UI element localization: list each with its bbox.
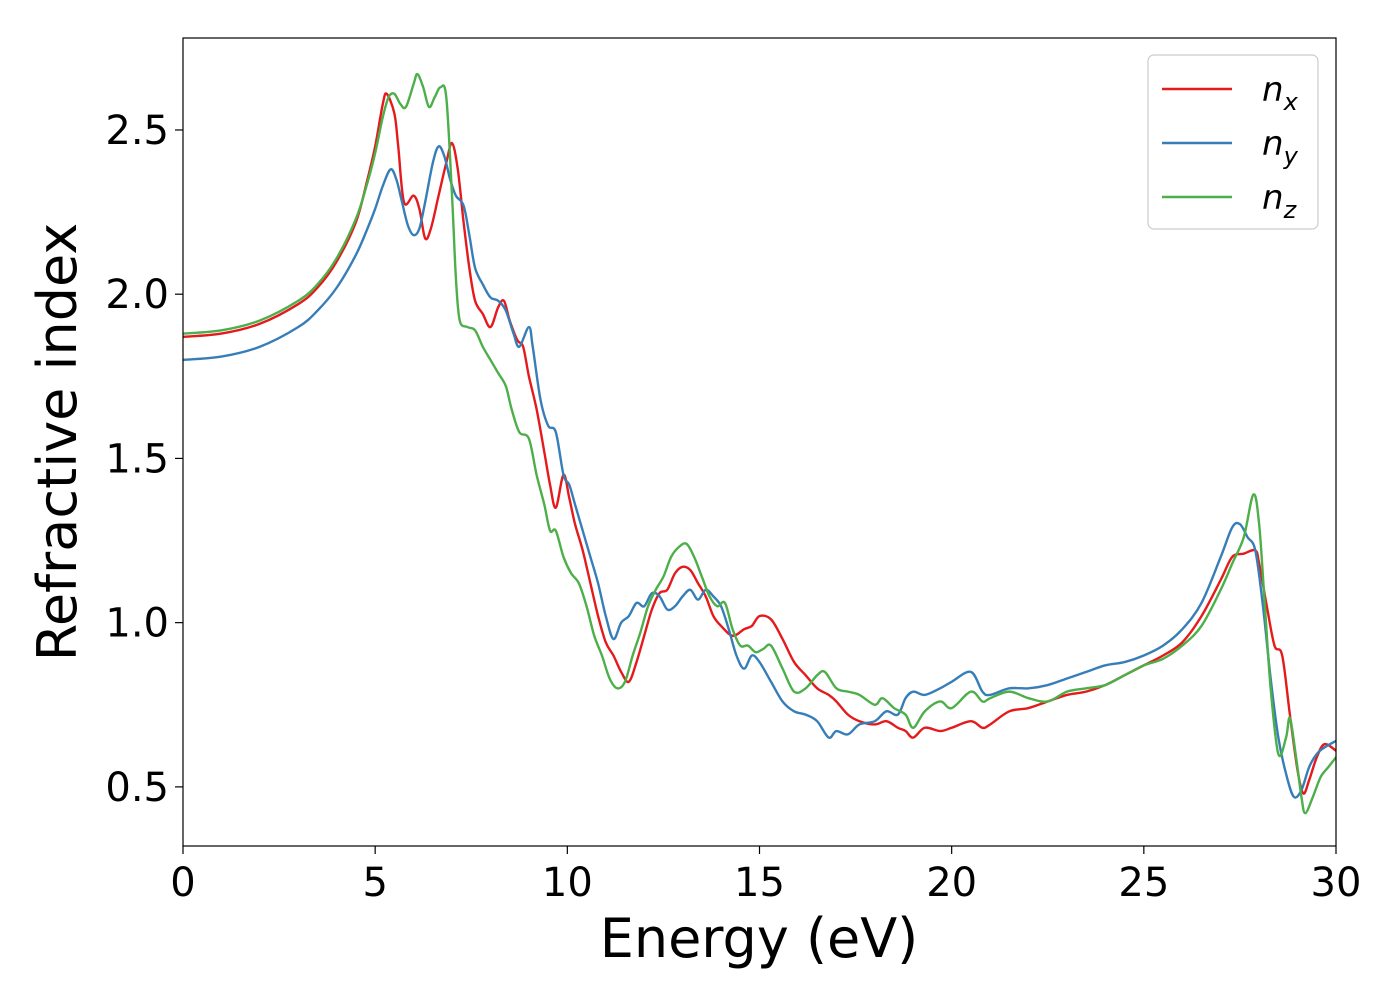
y-tick-label: 2.0 xyxy=(105,272,169,318)
legend-label-nx: nx xyxy=(1262,70,1299,116)
legend: nx ny nz xyxy=(1147,54,1319,230)
y-tick-label: 1.5 xyxy=(105,436,169,482)
y-axis-ticks: 0.5 1.0 1.5 2.0 2.5 xyxy=(105,108,183,811)
x-tick-label: 10 xyxy=(542,860,593,906)
x-tick-label: 0 xyxy=(170,860,195,906)
legend-box xyxy=(1147,54,1319,230)
y-tick-label: 0.5 xyxy=(105,765,169,811)
legend-label-ny: ny xyxy=(1262,124,1299,170)
x-tick-label: 30 xyxy=(1311,860,1362,906)
x-axis-ticks: 0 5 10 15 20 25 30 xyxy=(170,846,1361,906)
x-tick-label: 5 xyxy=(362,860,387,906)
y-tick-label: 2.5 xyxy=(105,108,169,154)
x-tick-label: 20 xyxy=(926,860,977,906)
series-layer xyxy=(183,72,1336,815)
y-axis-label: Refractive index xyxy=(26,223,89,662)
y-tick-label: 1.0 xyxy=(105,601,169,647)
x-axis-label: Energy (eV) xyxy=(600,907,919,970)
x-tick-label: 15 xyxy=(734,860,785,906)
series-line-ny xyxy=(183,145,1336,799)
series-line-nz xyxy=(183,72,1336,815)
legend-label-nz: nz xyxy=(1262,178,1298,224)
x-tick-label: 25 xyxy=(1118,860,1169,906)
